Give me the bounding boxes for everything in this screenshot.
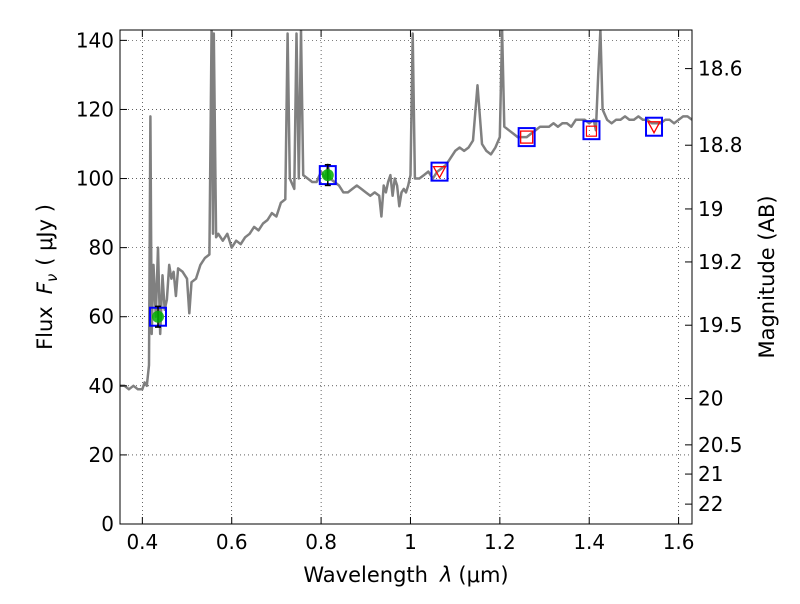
grid-lines <box>120 30 692 525</box>
photometry-marker-layer <box>151 121 662 328</box>
y-tick-label: 140 <box>76 28 114 52</box>
y-axis-label: FluxFν( μJy ) <box>33 204 61 350</box>
x-axis-ticks: 0.4 0.6 0.8 1 1.2 1.4 1.6 <box>126 30 695 554</box>
plot-frame <box>119 29 693 525</box>
model-flux-box <box>517 127 536 148</box>
magnitude-tick-label: 19.2 <box>698 250 743 274</box>
x-tick-label: 0.6 <box>216 530 248 554</box>
photometry-square-marker <box>520 130 534 144</box>
y-axis-ticks: 0 20 40 60 80 100 120 140 <box>76 28 127 536</box>
y-tick-label: 120 <box>76 97 114 121</box>
magnitude-tick-label: 18.6 <box>698 57 743 81</box>
x-tick-label: 0.4 <box>126 530 158 554</box>
spectrum-line <box>120 30 692 391</box>
photometry-square-marker <box>585 125 598 137</box>
magnitude-tick-label: 21 <box>698 462 723 486</box>
y-tick-label: 20 <box>89 443 114 467</box>
magnitude-tick-label: 22 <box>698 492 723 516</box>
model-flux-box <box>430 161 449 182</box>
y-tick-label: 0 <box>101 512 114 536</box>
photometry-point <box>321 169 334 182</box>
y-tick-label: 60 <box>89 305 114 329</box>
magnitude-axis-label: Magnitude (AB) <box>755 195 779 358</box>
model-flux-box <box>645 116 664 137</box>
magnitude-tick-label: 20 <box>698 387 723 411</box>
model-flux-box <box>582 120 601 141</box>
y-tick-label: 80 <box>89 236 114 260</box>
model-box-layer <box>148 116 664 327</box>
x-tick-label: 1.6 <box>663 530 695 554</box>
x-tick-label: 0.8 <box>305 530 337 554</box>
photometry-point <box>151 310 164 323</box>
magnitude-tick-label: 20.5 <box>698 433 743 457</box>
magnitude-tick-label: 18.8 <box>698 133 743 157</box>
x-axis-label: Wavelength λ (μm) <box>303 563 508 587</box>
x-tick-label: 1 <box>404 530 417 554</box>
magnitude-tick-label: 19.5 <box>698 313 743 337</box>
upper-limit-marker <box>432 165 447 179</box>
spectrum-line-layer <box>120 30 692 391</box>
magnitude-tick-label: 19 <box>698 197 723 221</box>
x-tick-label: 1.4 <box>573 530 605 554</box>
y-tick-label: 100 <box>76 167 114 191</box>
magnitude-axis-ticks: 18.6 18.8 19 19.2 19.5 20 20.5 21 22 <box>685 57 743 516</box>
y-tick-label: 40 <box>89 374 114 398</box>
x-tick-label: 1.2 <box>484 530 516 554</box>
upper-limit-marker <box>646 121 662 135</box>
